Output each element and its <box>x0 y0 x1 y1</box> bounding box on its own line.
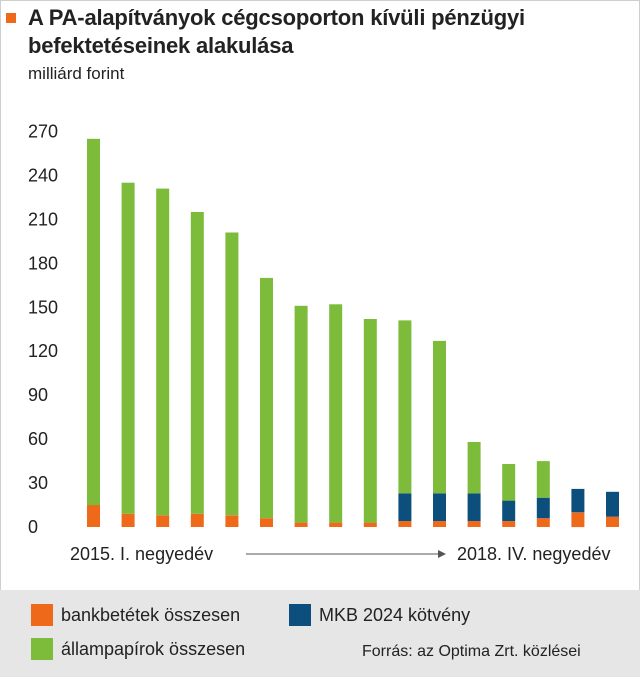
y-axis-ticks: 0 30 60 90 120 150 180 210 240 270 <box>28 121 58 537</box>
bar-segment-mkb <box>398 493 412 522</box>
bar-segment-state <box>87 138 100 506</box>
bar-segment-bank <box>467 521 481 527</box>
bar-segment-bank <box>329 522 343 527</box>
x-axis-end-label: 2018. IV. negyedév <box>457 544 611 564</box>
bar-segment-state <box>363 319 377 523</box>
time-arrow <box>246 550 446 558</box>
legend-label-state: állampapírok összesen <box>61 639 246 659</box>
y-tick-label: 270 <box>28 121 58 141</box>
y-tick-label: 240 <box>28 165 58 185</box>
source-note: Forrás: az Optima Zrt. közlései <box>362 643 581 660</box>
bar-chart: 0 30 60 90 120 150 180 210 240 270 <box>28 121 619 558</box>
bar-segment-bank <box>190 513 204 527</box>
bar-segment-bank <box>606 516 619 527</box>
legend-swatch-state <box>31 638 53 660</box>
bar-segment-state <box>121 182 135 514</box>
bar-segment-bank <box>87 505 100 527</box>
bar-segment-mkb <box>467 493 481 522</box>
bar-segment-state <box>502 464 516 501</box>
y-tick-label: 60 <box>28 429 48 449</box>
bar-segment-bank <box>502 521 516 527</box>
bar-segment-bank <box>121 513 135 527</box>
bar-segment-bank <box>398 521 412 527</box>
bar-segment-bank <box>571 512 585 528</box>
bar-segment-bank <box>260 518 273 527</box>
bar-segment-mkb <box>606 491 619 517</box>
bar-segment-state <box>225 232 239 516</box>
title-marker-square <box>6 13 16 23</box>
legend-label-mkb: MKB 2024 kötvény <box>319 605 471 625</box>
legend: bankbetétek összesen állampapírok összes… <box>0 590 640 677</box>
bar-segment-state <box>190 212 204 514</box>
y-tick-label: 180 <box>28 253 58 273</box>
bar-segment-bank <box>536 518 550 527</box>
y-tick-label: 90 <box>28 385 48 405</box>
time-arrow-head <box>438 550 446 558</box>
bar-segment-state <box>398 320 412 494</box>
y-tick-label: 0 <box>28 517 38 537</box>
bar-segment-state <box>536 461 550 498</box>
chart-title: A PA-alapítványok cégcsoporton kívüli pé… <box>28 5 525 58</box>
bar-segment-state <box>329 304 343 523</box>
bar-segment-bank <box>294 522 308 527</box>
legend-swatch-bank <box>31 604 53 626</box>
legend-swatch-mkb <box>289 604 311 626</box>
bar-segment-mkb <box>433 493 446 522</box>
y-tick-label: 210 <box>28 209 58 229</box>
y-tick-label: 120 <box>28 341 58 361</box>
y-tick-label: 30 <box>28 473 48 493</box>
bar-segment-bank <box>433 521 446 527</box>
bar-segment-mkb <box>571 488 585 513</box>
bar-series <box>87 138 619 528</box>
bar-segment-state <box>156 188 170 516</box>
x-axis-start-label: 2015. I. negyedév <box>70 544 214 564</box>
y-tick-label: 150 <box>28 297 58 317</box>
bar-segment-bank <box>156 515 170 527</box>
bar-segment-mkb <box>536 497 550 519</box>
bar-segment-bank <box>363 522 377 527</box>
bar-segment-state <box>260 277 273 519</box>
bar-segment-state <box>294 305 308 523</box>
bar-segment-state <box>467 442 481 494</box>
bar-segment-bank <box>225 515 239 527</box>
bar-segment-mkb <box>502 500 516 522</box>
bar-segment-state <box>433 340 446 494</box>
legend-label-bank: bankbetétek összesen <box>61 605 241 625</box>
unit-label: milliárd forint <box>28 64 125 83</box>
